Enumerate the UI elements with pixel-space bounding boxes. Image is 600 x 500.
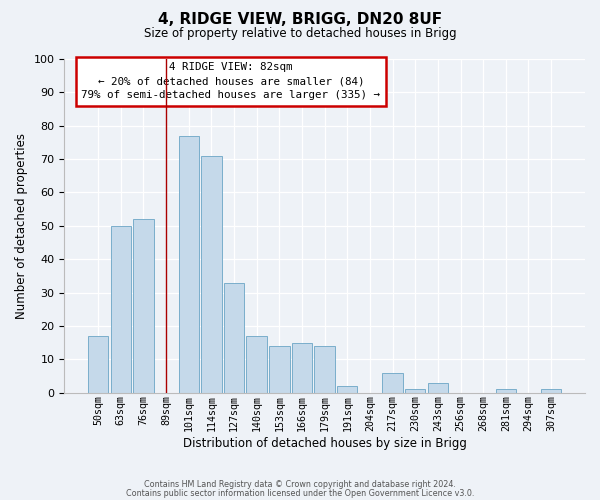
Bar <box>269 346 290 393</box>
Text: Size of property relative to detached houses in Brigg: Size of property relative to detached ho… <box>143 28 457 40</box>
Bar <box>247 336 267 392</box>
Bar <box>201 156 221 392</box>
Bar <box>88 336 109 392</box>
Bar <box>541 390 562 392</box>
Text: 4, RIDGE VIEW, BRIGG, DN20 8UF: 4, RIDGE VIEW, BRIGG, DN20 8UF <box>158 12 442 28</box>
Bar <box>337 386 358 392</box>
Bar <box>428 382 448 392</box>
X-axis label: Distribution of detached houses by size in Brigg: Distribution of detached houses by size … <box>183 437 467 450</box>
Bar <box>133 219 154 392</box>
Bar <box>382 372 403 392</box>
Bar <box>179 136 199 392</box>
Y-axis label: Number of detached properties: Number of detached properties <box>15 133 28 319</box>
Bar <box>110 226 131 392</box>
Bar <box>292 342 312 392</box>
Text: Contains public sector information licensed under the Open Government Licence v3: Contains public sector information licen… <box>126 488 474 498</box>
Bar <box>405 390 425 392</box>
Text: Contains HM Land Registry data © Crown copyright and database right 2024.: Contains HM Land Registry data © Crown c… <box>144 480 456 489</box>
Bar <box>314 346 335 393</box>
Text: 4 RIDGE VIEW: 82sqm
← 20% of detached houses are smaller (84)
79% of semi-detach: 4 RIDGE VIEW: 82sqm ← 20% of detached ho… <box>82 62 380 100</box>
Bar <box>496 390 516 392</box>
Bar <box>224 282 244 393</box>
